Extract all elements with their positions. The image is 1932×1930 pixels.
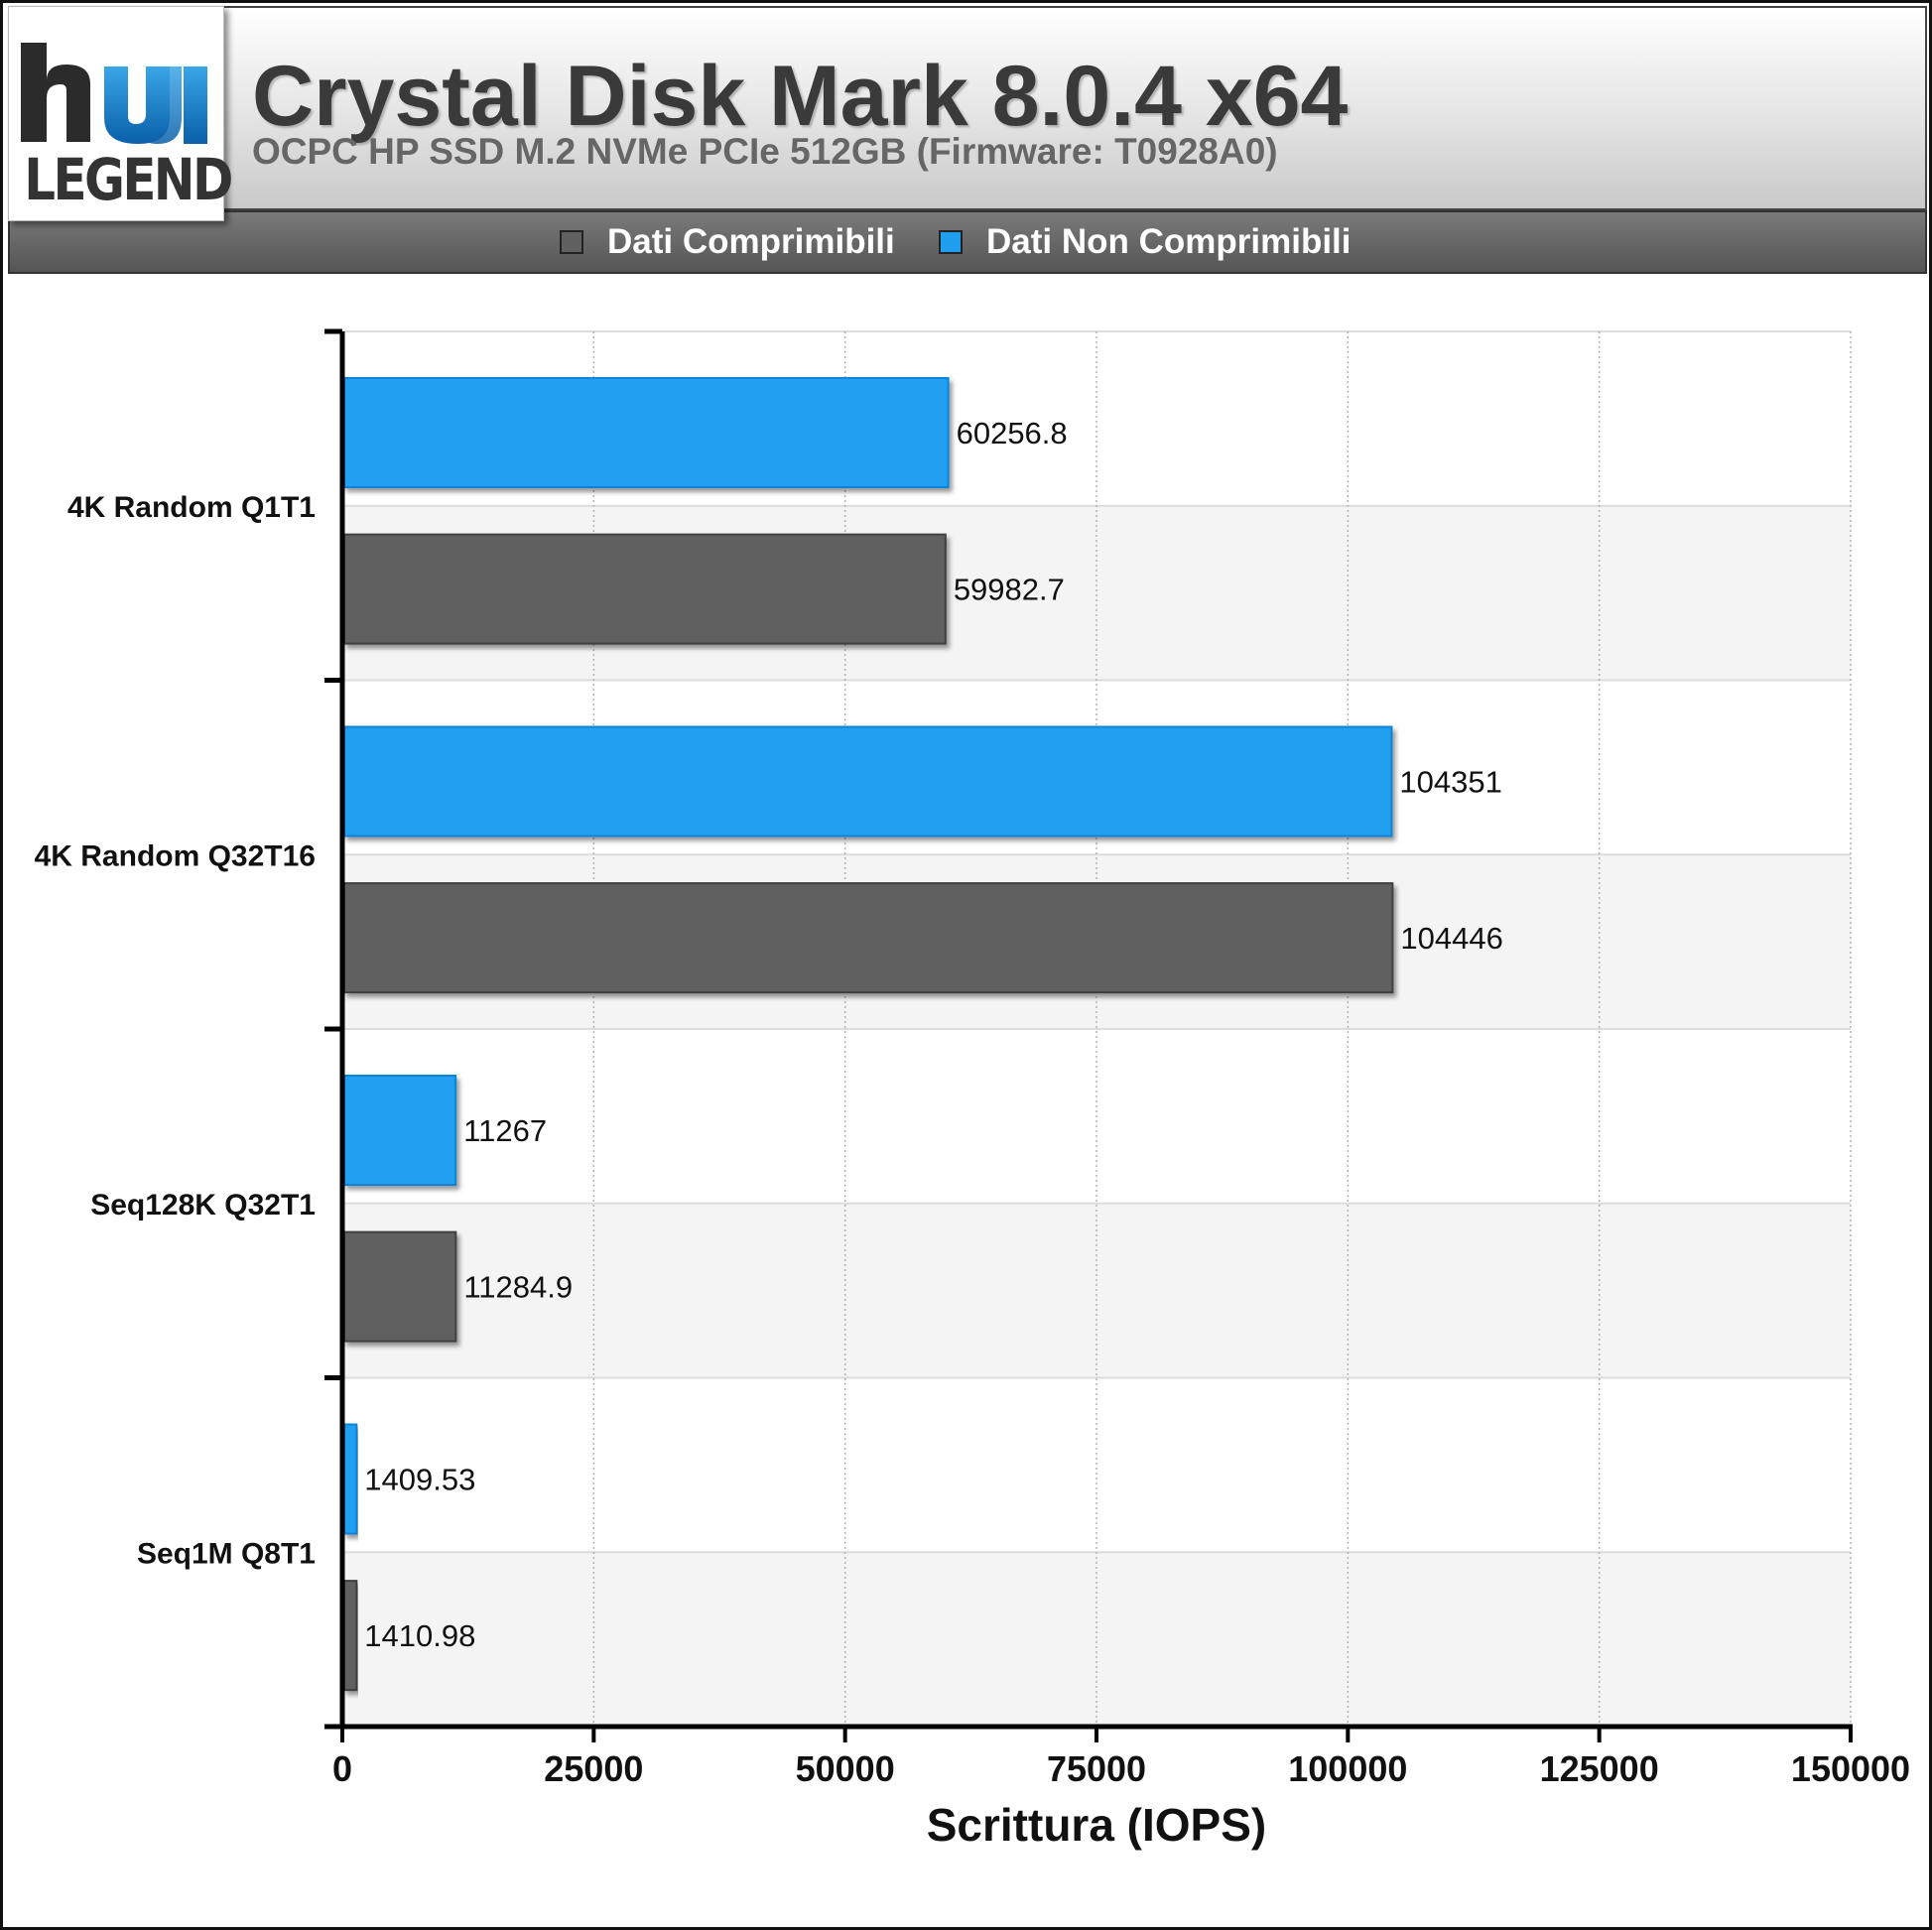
x-tick-label: 150000 [1791,1748,1910,1789]
category-label: Seq1M Q8T1 [137,1537,316,1570]
chart-subtitle: OCPC HP SSD M.2 NVMe PCIe 512GB (Firmwar… [252,131,1278,172]
x-tick-label: 100000 [1288,1748,1407,1789]
x-tick-label: 25000 [544,1748,643,1789]
bar-compressible [343,533,947,645]
category-label: 4K Random Q32T16 [35,839,316,872]
logo-mark-icon [21,43,207,144]
bar-value-label: 1409.53 [364,1463,475,1497]
x-axis-label: Scrittura (IOPS) [927,1799,1267,1851]
x-tick-label: 50000 [796,1748,895,1789]
bar-noncompressible [343,377,950,488]
x-tick-label: 75000 [1047,1748,1146,1789]
logo-wordmark: LEGEND [24,146,233,213]
category-label: 4K Random Q1T1 [67,491,316,524]
bar-value-label: 104351 [1399,765,1501,800]
legend: Dati Comprimibili Dati Non Comprimibili [8,210,1927,274]
legend-label: Dati Comprimibili [607,222,895,261]
bar-value-label: 11284.9 [463,1270,573,1305]
bar-value-label: 104446 [1400,921,1502,956]
legend-swatch-noncompressible [939,230,963,254]
chart-header: Crystal Disk Mark 8.0.4 x64 OCPC HP SSD … [8,6,1927,210]
legend-item-noncompressible: Dati Non Comprimibili [939,222,1352,262]
bar-compressible [343,1230,457,1343]
site-logo: LEGEND [8,6,233,221]
category-label: Seq128K Q32T1 [90,1189,316,1222]
bar-compressible [343,882,1394,994]
bar-noncompressible [343,1075,457,1186]
legend-swatch-compressible [560,230,583,254]
bar-value-label: 11267 [463,1113,547,1148]
bar-value-label: 1410.98 [364,1618,475,1653]
bar-noncompressible [343,725,1393,837]
bar-compressible [343,1580,358,1692]
legend-label: Dati Non Comprimibili [986,222,1352,261]
bar-noncompressible [343,1423,358,1535]
bar-value-label: 59982.7 [954,573,1065,607]
bar-value-label: 60256.8 [957,416,1068,450]
legend-item-compressible: Dati Comprimibili [560,222,895,262]
x-tick-label: 125000 [1540,1748,1659,1789]
chart-title: Crystal Disk Mark 8.0.4 x64 [252,49,1349,144]
x-tick-label: 0 [332,1748,352,1789]
